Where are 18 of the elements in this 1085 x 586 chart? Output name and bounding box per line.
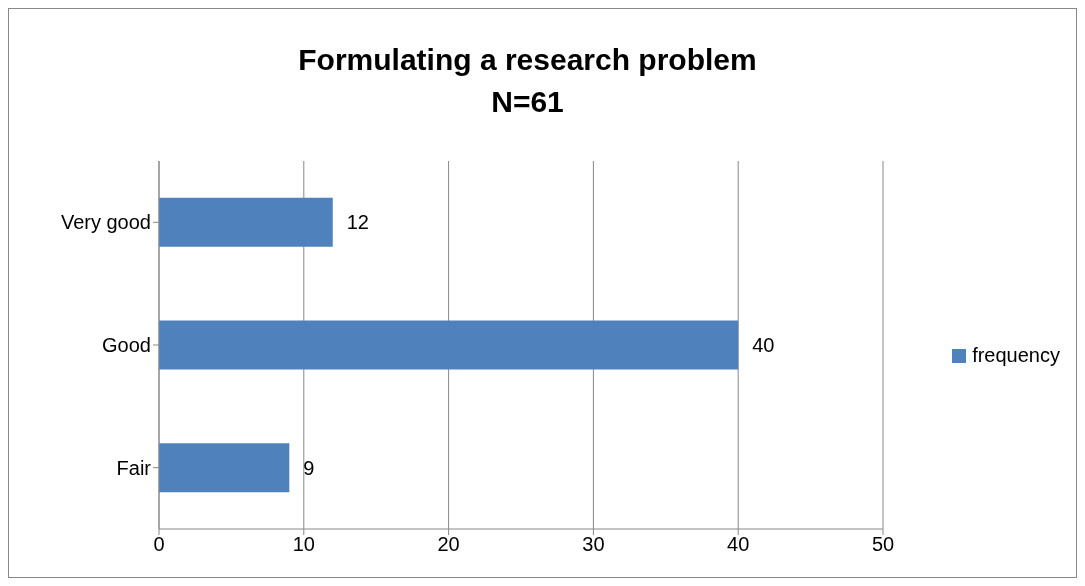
x-tick-label: 40 [727,533,750,556]
data-label: 40 [752,334,775,357]
y-tick-label: Very good [60,211,151,234]
x-tick-label: 20 [437,533,460,556]
bar [159,197,333,247]
x-tick-label: 30 [582,533,605,556]
bar [159,320,739,370]
x-tick-label: 0 [153,533,165,556]
bar [159,443,290,493]
y-tick-label: Fair [116,456,152,479]
data-label: 9 [303,456,315,479]
legend-label: frequency [971,344,1060,367]
data-label: 12 [346,211,370,234]
x-tick-label: 50 [871,533,895,556]
chart-title: Formulating a research problem [297,42,758,78]
x-tick-label: 10 [292,533,315,556]
y-tick-label: Good [102,334,151,357]
chart-subtitle: N=61 [490,84,565,120]
